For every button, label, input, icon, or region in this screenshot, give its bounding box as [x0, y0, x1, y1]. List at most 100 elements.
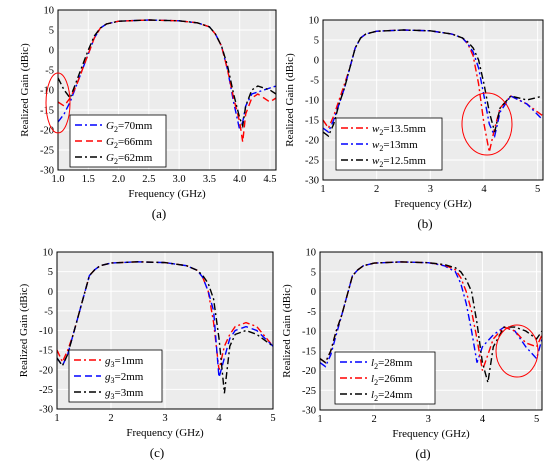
y-tick-label: -15: [302, 346, 316, 357]
y-tick-label: -25: [39, 385, 53, 396]
plot-frame: [322, 19, 544, 181]
y-tick-label: -15: [39, 346, 53, 357]
x-tick-label: 1: [54, 413, 59, 424]
legend-label: G2=70mm: [106, 120, 153, 134]
y-tick-label: -20: [39, 365, 53, 376]
y-axis-label: Realized Gain (dBic): [281, 284, 293, 378]
highlight-ellipse: [495, 324, 539, 378]
series-line-1: [323, 29, 543, 153]
plot-frame: [56, 251, 274, 410]
y-tick-label: -25: [302, 386, 316, 397]
panel-caption: (b): [417, 216, 432, 231]
panel-caption: (a): [152, 206, 166, 221]
legend-label: l2=26mm: [371, 373, 413, 387]
x-tick-label: 3: [428, 184, 433, 195]
y-tick-label: -10: [302, 327, 316, 338]
highlight-ellipse: [461, 92, 513, 156]
legend-label: w2=13.5mm: [372, 123, 426, 137]
legend: w2=13.5mm w2=13mm w2=12.5mm: [335, 117, 443, 171]
legend-label: G2=66mm: [106, 136, 153, 150]
y-tick-label: 10: [306, 248, 317, 259]
x-tick-label: 2: [108, 413, 113, 424]
series-line-3: [320, 261, 542, 383]
panel-caption: (c): [150, 445, 164, 460]
y-tick-label: 5: [314, 36, 319, 47]
x-tick-label: 2.0: [112, 174, 125, 185]
x-tick-label: 4: [480, 414, 486, 425]
series-line-2: [57, 261, 273, 378]
y-tick-label: 0: [48, 287, 53, 298]
y-tick-label: 5: [48, 267, 53, 278]
y-tick-label: 0: [49, 46, 54, 57]
x-tick-label: 3: [162, 413, 167, 424]
y-tick-label: -5: [307, 307, 316, 318]
legend: G2=70mm G2=66mm G2=62mm: [69, 114, 167, 168]
x-tick-label: 4.0: [233, 174, 246, 185]
y-axis-label: Realized Gain (dBic): [19, 43, 31, 137]
series-line-2: [323, 29, 543, 139]
y-tick-label: 10: [43, 248, 54, 259]
x-tick-label: 1.5: [82, 174, 95, 185]
series-line-3: [57, 261, 273, 394]
y-tick-label: 0: [311, 287, 316, 298]
y-tick-label: 10: [309, 16, 320, 27]
series-line-3: [58, 19, 276, 129]
x-axis-label: Frequency (GHz): [392, 428, 470, 440]
y-tick-label: -30: [302, 406, 316, 417]
x-tick-label: 2: [374, 184, 379, 195]
x-tick-label: 1: [317, 414, 322, 425]
legend-label: l2=28mm: [371, 357, 413, 371]
legend-label: g3=1mm: [105, 355, 144, 369]
x-axis-label: Frequency (GHz): [394, 198, 472, 210]
x-tick-label: 1.0: [51, 174, 64, 185]
legend-label: G2=62mm: [106, 152, 153, 166]
legend-box: [335, 117, 443, 171]
x-tick-label: 1: [320, 184, 325, 195]
x-axis-label: Frequency (GHz): [128, 188, 206, 200]
y-tick-label: -10: [305, 96, 319, 107]
legend: l2=28mm l2=26mm l2=24mm: [334, 351, 436, 405]
y-axis-label: Realized Gain (dBic): [18, 283, 30, 377]
y-tick-label: -30: [40, 166, 54, 177]
y-tick-label: -30: [39, 405, 53, 416]
x-tick-label: 5: [534, 414, 539, 425]
legend-label: l2=24mm: [371, 389, 413, 403]
x-tick-label: 3.5: [203, 174, 216, 185]
y-tick-label: -5: [44, 306, 53, 317]
x-tick-label: 5: [270, 413, 275, 424]
x-tick-label: 4.5: [263, 174, 276, 185]
y-axis-label: Realized Gain (dBic): [284, 53, 296, 147]
legend-label: g3=2mm: [105, 371, 144, 385]
x-tick-label: 4: [481, 184, 487, 195]
chart-panel-4: -30 -25 -20 -15 -10 -5 0 5 10 1 2 3 4 5 l2=28mm l2=26mm…: [281, 248, 543, 461]
y-tick-label: -25: [305, 156, 319, 167]
legend-label: w2=13mm: [372, 139, 418, 153]
y-tick-label: -5: [45, 66, 54, 77]
y-tick-label: -20: [305, 136, 319, 147]
plot-frame: [57, 9, 277, 171]
y-tick-label: -15: [40, 106, 54, 117]
plot-frame: [319, 251, 543, 411]
x-tick-label: 5: [535, 184, 540, 195]
highlight-ellipse: [45, 72, 71, 134]
y-tick-label: 5: [311, 267, 316, 278]
legend-label: g3=3mm: [105, 387, 144, 401]
y-tick-label: 5: [49, 26, 54, 37]
x-tick-label: 2: [372, 414, 377, 425]
y-tick-label: 10: [44, 6, 55, 17]
x-tick-label: 2.5: [142, 174, 155, 185]
series-line-3: [323, 29, 543, 138]
legend-box: [68, 349, 163, 403]
legend: g3=1mm g3=2mm g3=3mm: [68, 349, 163, 403]
y-tick-label: -20: [302, 366, 316, 377]
y-tick-label: -5: [310, 76, 319, 87]
x-tick-label: 4: [216, 413, 222, 424]
y-tick-label: 0: [314, 56, 319, 67]
y-tick-label: -25: [40, 146, 54, 157]
panel-caption: (d): [415, 446, 430, 461]
x-tick-label: 3.0: [173, 174, 186, 185]
